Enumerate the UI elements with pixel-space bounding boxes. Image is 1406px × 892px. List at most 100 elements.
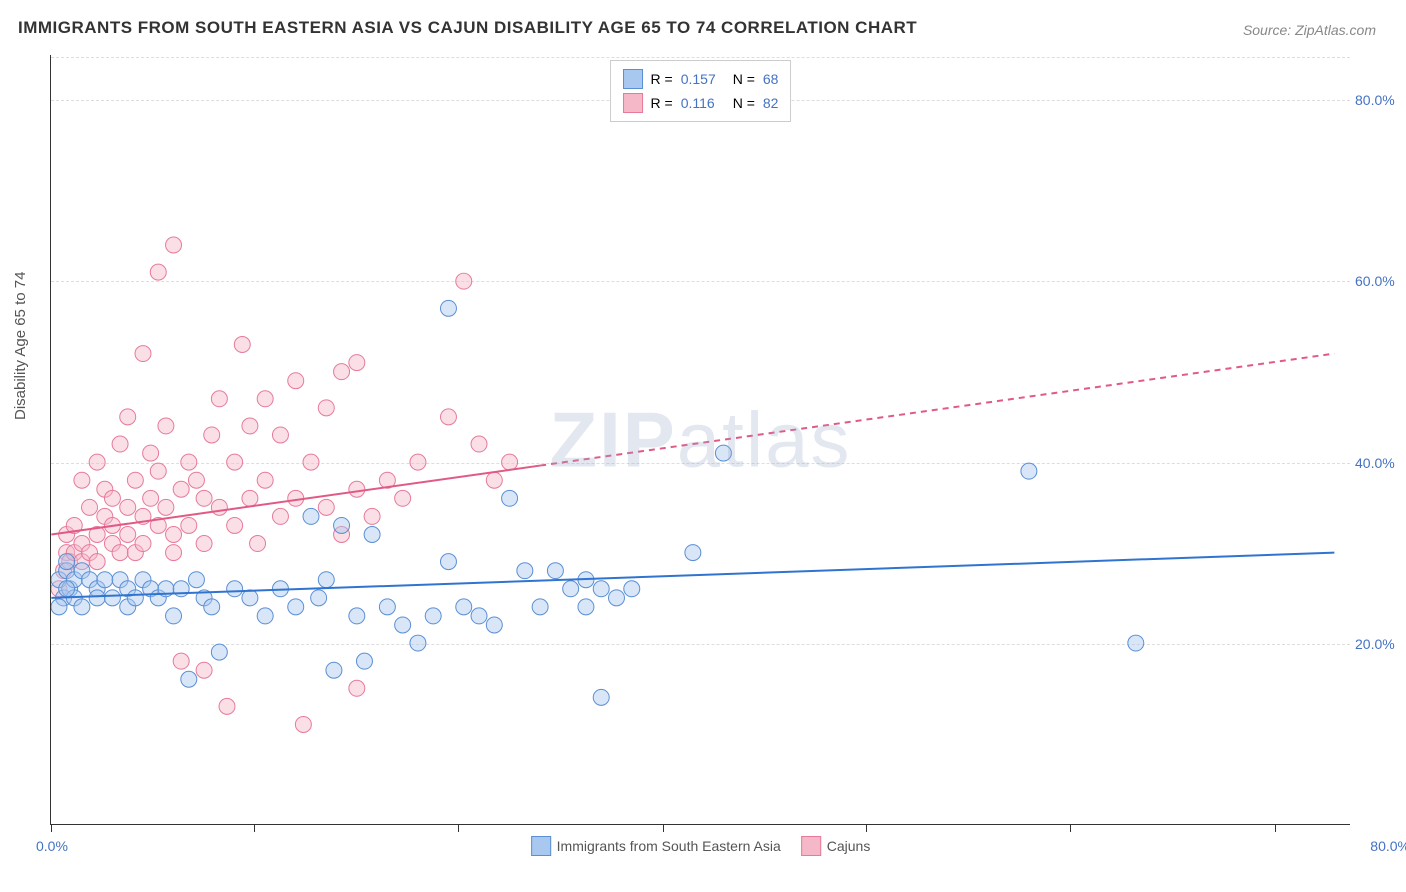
x-tick: [866, 824, 867, 832]
data-point: [181, 671, 197, 687]
legend-item-blue: Immigrants from South Eastern Asia: [531, 836, 781, 856]
data-point: [349, 355, 365, 371]
data-point: [395, 490, 411, 506]
legend-swatch-blue-icon: [531, 836, 551, 856]
data-point: [410, 454, 426, 470]
data-point: [188, 572, 204, 588]
data-point: [196, 536, 212, 552]
data-point: [135, 346, 151, 362]
data-point: [295, 716, 311, 732]
data-point: [395, 617, 411, 633]
data-point: [127, 590, 143, 606]
r-label: R =: [651, 71, 673, 87]
data-point: [471, 608, 487, 624]
data-point: [59, 581, 75, 597]
data-point: [1021, 463, 1037, 479]
data-point: [181, 517, 197, 533]
data-point: [112, 436, 128, 452]
data-point: [166, 608, 182, 624]
data-point: [318, 572, 334, 588]
data-point: [204, 427, 220, 443]
data-point: [440, 409, 456, 425]
data-point: [188, 472, 204, 488]
data-point: [112, 545, 128, 561]
data-point: [196, 490, 212, 506]
r-label: R =: [651, 95, 673, 111]
data-point: [326, 662, 342, 678]
data-point: [257, 472, 273, 488]
x-tick-max: 80.0%: [1370, 838, 1406, 854]
data-point: [257, 391, 273, 407]
chart-title: IMMIGRANTS FROM SOUTH EASTERN ASIA VS CA…: [18, 18, 917, 38]
data-point: [318, 499, 334, 515]
data-point: [196, 662, 212, 678]
plot-area: ZIPatlas R = 0.157 N = 68 R = 0.116 N = …: [50, 55, 1350, 825]
data-point: [593, 581, 609, 597]
trend-line-dashed: [540, 354, 1334, 466]
y-tick-label: 40.0%: [1355, 455, 1406, 471]
legend-swatch-blue: [623, 69, 643, 89]
data-point: [532, 599, 548, 615]
data-point: [303, 454, 319, 470]
data-point: [257, 608, 273, 624]
data-point: [272, 427, 288, 443]
data-point: [120, 409, 136, 425]
y-tick-label: 80.0%: [1355, 92, 1406, 108]
data-point: [578, 599, 594, 615]
data-point: [158, 499, 174, 515]
legend-label-blue: Immigrants from South Eastern Asia: [557, 838, 781, 854]
data-point: [318, 400, 334, 416]
legend-series: Immigrants from South Eastern Asia Cajun…: [531, 836, 871, 856]
legend-swatch-pink-icon: [801, 836, 821, 856]
data-point: [440, 554, 456, 570]
data-point: [379, 599, 395, 615]
data-point: [211, 391, 227, 407]
data-point: [158, 418, 174, 434]
data-point: [82, 499, 98, 515]
y-axis-label: Disability Age 65 to 74: [12, 272, 29, 420]
data-point: [1128, 635, 1144, 651]
n-value-blue: 68: [763, 71, 779, 87]
data-point: [59, 554, 75, 570]
data-point: [150, 264, 166, 280]
data-point: [150, 463, 166, 479]
x-tick: [51, 824, 52, 832]
data-point: [410, 635, 426, 651]
data-point: [471, 436, 487, 452]
data-point: [456, 273, 472, 289]
data-point: [685, 545, 701, 561]
x-tick: [663, 824, 664, 832]
data-point: [440, 300, 456, 316]
x-tick: [1070, 824, 1071, 832]
legend-row-blue: R = 0.157 N = 68: [623, 67, 779, 91]
data-point: [250, 536, 266, 552]
data-point: [104, 490, 120, 506]
data-point: [120, 499, 136, 515]
data-point: [166, 527, 182, 543]
data-point: [502, 454, 518, 470]
y-tick-label: 60.0%: [1355, 273, 1406, 289]
data-point: [227, 454, 243, 470]
data-point: [89, 454, 105, 470]
data-point: [166, 237, 182, 253]
data-point: [181, 454, 197, 470]
data-point: [234, 337, 250, 353]
data-point: [288, 599, 304, 615]
data-point: [502, 490, 518, 506]
data-point: [143, 490, 159, 506]
data-point: [334, 364, 350, 380]
data-point: [74, 472, 90, 488]
data-point: [425, 608, 441, 624]
x-tick: [1275, 824, 1276, 832]
data-point: [242, 490, 258, 506]
data-point: [486, 617, 502, 633]
legend-label-pink: Cajuns: [827, 838, 871, 854]
n-label: N =: [733, 95, 755, 111]
n-value-pink: 82: [763, 95, 779, 111]
scatter-svg: [51, 55, 1350, 824]
data-point: [288, 373, 304, 389]
data-point: [135, 536, 151, 552]
data-point: [104, 590, 120, 606]
data-point: [349, 481, 365, 497]
data-point: [173, 653, 189, 669]
